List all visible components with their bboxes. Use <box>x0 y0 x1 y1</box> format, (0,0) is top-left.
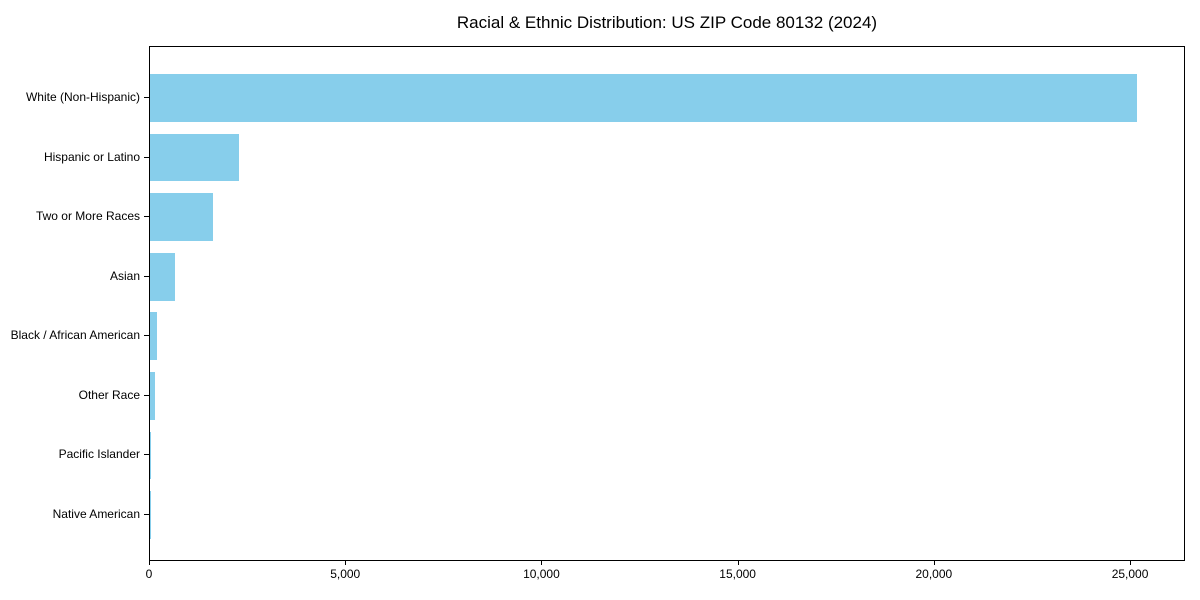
x-axis-tick-label: 0 <box>145 567 153 581</box>
y-axis-tick-mark <box>144 97 149 98</box>
x-axis-tick-label: 5,000 <box>330 567 361 581</box>
y-category-label: Native American <box>52 506 140 521</box>
bar <box>150 193 213 241</box>
bar <box>150 133 240 182</box>
x-axis-tick-mark <box>149 561 150 565</box>
x-axis-tick-label: 15,000 <box>719 567 756 581</box>
bar <box>150 431 151 480</box>
bar <box>150 252 176 301</box>
x-axis-tick-mark <box>737 561 739 565</box>
y-axis-tick-mark <box>144 216 149 218</box>
x-axis-tick-label: 25,000 <box>1111 567 1149 581</box>
x-axis-tick-mark <box>541 561 543 565</box>
plot-area <box>149 46 1185 561</box>
y-category-label: Asian <box>109 268 140 283</box>
y-axis-tick-mark <box>144 454 149 456</box>
bar <box>150 372 156 420</box>
y-axis-tick-mark <box>144 156 149 158</box>
chart-title: Racial & Ethnic Distribution: US ZIP Cod… <box>456 13 878 32</box>
y-axis-tick-mark <box>144 335 149 337</box>
x-axis-tick-label: 10,000 <box>523 567 560 581</box>
y-axis-tick-mark <box>144 513 149 515</box>
y-category-label: Black / African American <box>10 328 140 343</box>
x-axis-tick-label: 20,000 <box>915 567 953 581</box>
bar <box>150 74 1137 122</box>
y-category-label: Two or More Races <box>35 209 140 224</box>
x-axis-tick-mark <box>345 561 347 565</box>
y-axis-tick-mark <box>144 394 149 396</box>
y-category-label: Hispanic or Latino <box>43 149 140 164</box>
y-category-label: Other Race <box>78 387 140 402</box>
y-category-label: Pacific Islander <box>58 447 140 462</box>
y-category-label: White (Non-Hispanic) <box>25 90 140 104</box>
bar <box>150 312 157 361</box>
x-axis-tick-mark <box>933 561 935 565</box>
y-axis-tick-mark <box>144 275 149 277</box>
x-axis-tick-mark <box>1130 561 1132 565</box>
